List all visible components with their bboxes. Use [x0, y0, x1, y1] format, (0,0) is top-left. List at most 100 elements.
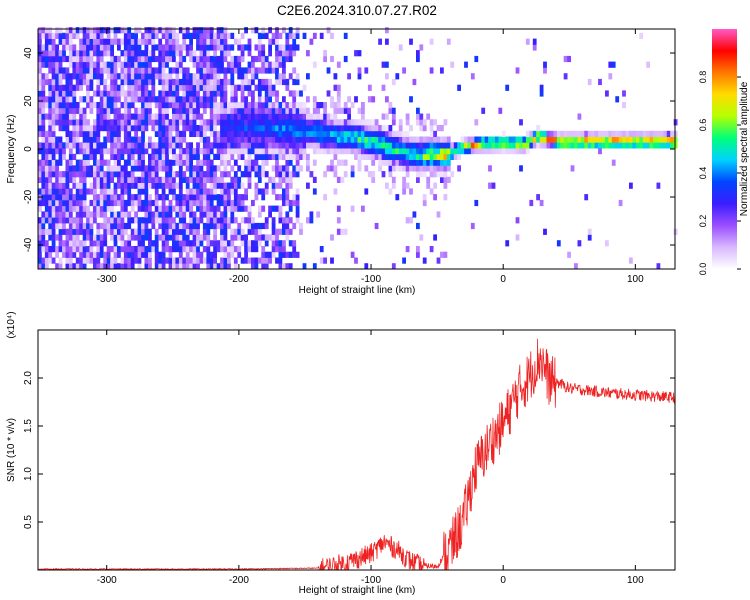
- spectrogram-cell: [175, 78, 180, 86]
- spectrogram-cell: [433, 148, 437, 155]
- spectrogram-cell: [429, 165, 434, 172]
- snr-plot-area: [38, 330, 675, 570]
- spectrogram-cell: [519, 148, 523, 155]
- spectrogram-cell: [254, 182, 259, 189]
- spectrogram-cell: [123, 44, 128, 51]
- spectrogram-cell: [41, 130, 46, 137]
- spectrogram-cell: [55, 102, 59, 109]
- spectrogram-cell: [635, 142, 640, 149]
- spectrogram-cell: [264, 113, 269, 120]
- spectrogram-cell: [505, 240, 510, 247]
- spectrogram-cell: [257, 211, 262, 218]
- spectrogram-cell: [161, 107, 166, 114]
- spectrogram-cell: [165, 119, 169, 126]
- spectrogram-cell: [230, 84, 235, 91]
- spectrogram-cell: [220, 50, 224, 57]
- spectrogram-cell: [110, 176, 114, 183]
- spectrogram-cell: [79, 107, 83, 114]
- spectrogram-cell: [567, 251, 571, 258]
- spectrogram-cell: [405, 130, 410, 137]
- spectrogram-cell: [117, 107, 121, 114]
- spectrogram-cell: [244, 159, 248, 166]
- spectrogram-cell: [402, 257, 406, 264]
- spectrogram-cell: [120, 228, 125, 235]
- spectrogram-cell: [168, 119, 173, 126]
- spectrogram-cell: [62, 125, 66, 132]
- spectrogram-cell: [350, 119, 355, 126]
- spectrogram-cell: [268, 257, 272, 264]
- spectrogram-cell: [127, 182, 132, 189]
- spectrogram-cell: [165, 78, 169, 86]
- spectrogram-cell: [361, 119, 365, 126]
- spectrogram-cell: [278, 130, 283, 137]
- spectrogram-cell: [416, 171, 420, 178]
- spectrogram-cell: [233, 234, 238, 241]
- spectrogram-cell: [663, 142, 668, 149]
- spectrogram-cell: [44, 171, 49, 178]
- spectrogram-cell: [433, 171, 437, 178]
- spectrogram-cell: [268, 27, 272, 34]
- spectrogram-cell: [175, 228, 180, 235]
- spectrogram-cell: [154, 44, 159, 51]
- spectrogram-cell: [227, 182, 231, 189]
- spectrogram-cell: [299, 165, 303, 172]
- spectrogram-cell: [295, 199, 300, 207]
- spectrogram-cell: [41, 228, 46, 235]
- spectrogram-cell: [402, 130, 406, 137]
- spectrogram-cell: [51, 165, 56, 172]
- spectrogram-cell: [41, 32, 46, 39]
- spectrogram-cell: [230, 107, 235, 114]
- spectrogram-cell: [254, 113, 259, 120]
- spectrogram-cell: [178, 130, 183, 137]
- spectrogram-cell: [247, 246, 252, 253]
- spectrogram-cell: [536, 130, 540, 137]
- spectrogram-cell: [440, 148, 444, 155]
- spectrogram-cell: [209, 199, 214, 207]
- spectrogram-cell: [233, 84, 238, 91]
- spectrogram-cell: [178, 113, 183, 120]
- spectrogram-cell: [357, 125, 362, 132]
- spectrogram-cell: [141, 234, 145, 241]
- spectrogram-cell: [443, 194, 448, 201]
- spectrogram-cell: [172, 234, 176, 241]
- spectrogram-cell: [82, 142, 87, 149]
- spectrogram-cell: [161, 217, 166, 224]
- spectrogram-cell: [103, 50, 108, 57]
- spectrogram-cell: [106, 84, 111, 91]
- spectrogram-cell: [278, 50, 283, 57]
- spectrogram-cell: [175, 153, 180, 160]
- spectrogram-cell: [99, 222, 104, 230]
- spectrogram-cell: [106, 102, 111, 109]
- spectrogram-cell: [48, 257, 53, 264]
- spectrogram-cell: [182, 171, 187, 178]
- spectrogram-cell: [130, 38, 135, 45]
- spectrogram-cell: [347, 96, 351, 103]
- spectrogram-cell: [443, 165, 448, 172]
- spectrogram-cell: [220, 96, 224, 103]
- spectrogram-cell: [189, 38, 193, 45]
- spectrogram-cell: [55, 171, 59, 178]
- spectrogram-cell: [110, 257, 114, 264]
- spectrogram-cell: [560, 136, 565, 143]
- spectrogram-cell: [130, 194, 135, 201]
- spectrogram-cell: [405, 142, 410, 149]
- spectrogram-cell: [323, 125, 327, 132]
- spectrogram-cell: [323, 257, 327, 264]
- spectrogram-cell: [117, 61, 121, 68]
- spectrogram-cell: [172, 188, 176, 195]
- spectrogram-cell: [55, 78, 59, 86]
- spectrogram-cell: [257, 148, 262, 155]
- spectrogram-cell: [206, 159, 211, 166]
- spectrogram-cell: [189, 171, 193, 178]
- spectrogram-cell: [82, 211, 87, 218]
- spectrogram-cell: [570, 165, 575, 172]
- spectrogram-cell: [41, 159, 46, 166]
- spectrogram-cell: [285, 44, 290, 51]
- spectrogram-cell: [230, 228, 235, 235]
- spectrogram-cell: [227, 61, 231, 68]
- spectrogram-cell: [99, 251, 104, 258]
- spectrogram-cell: [288, 182, 293, 189]
- spectrogram-cell: [185, 188, 190, 195]
- spectrogram-cell: [154, 153, 159, 160]
- spectrogram-cell: [323, 113, 327, 120]
